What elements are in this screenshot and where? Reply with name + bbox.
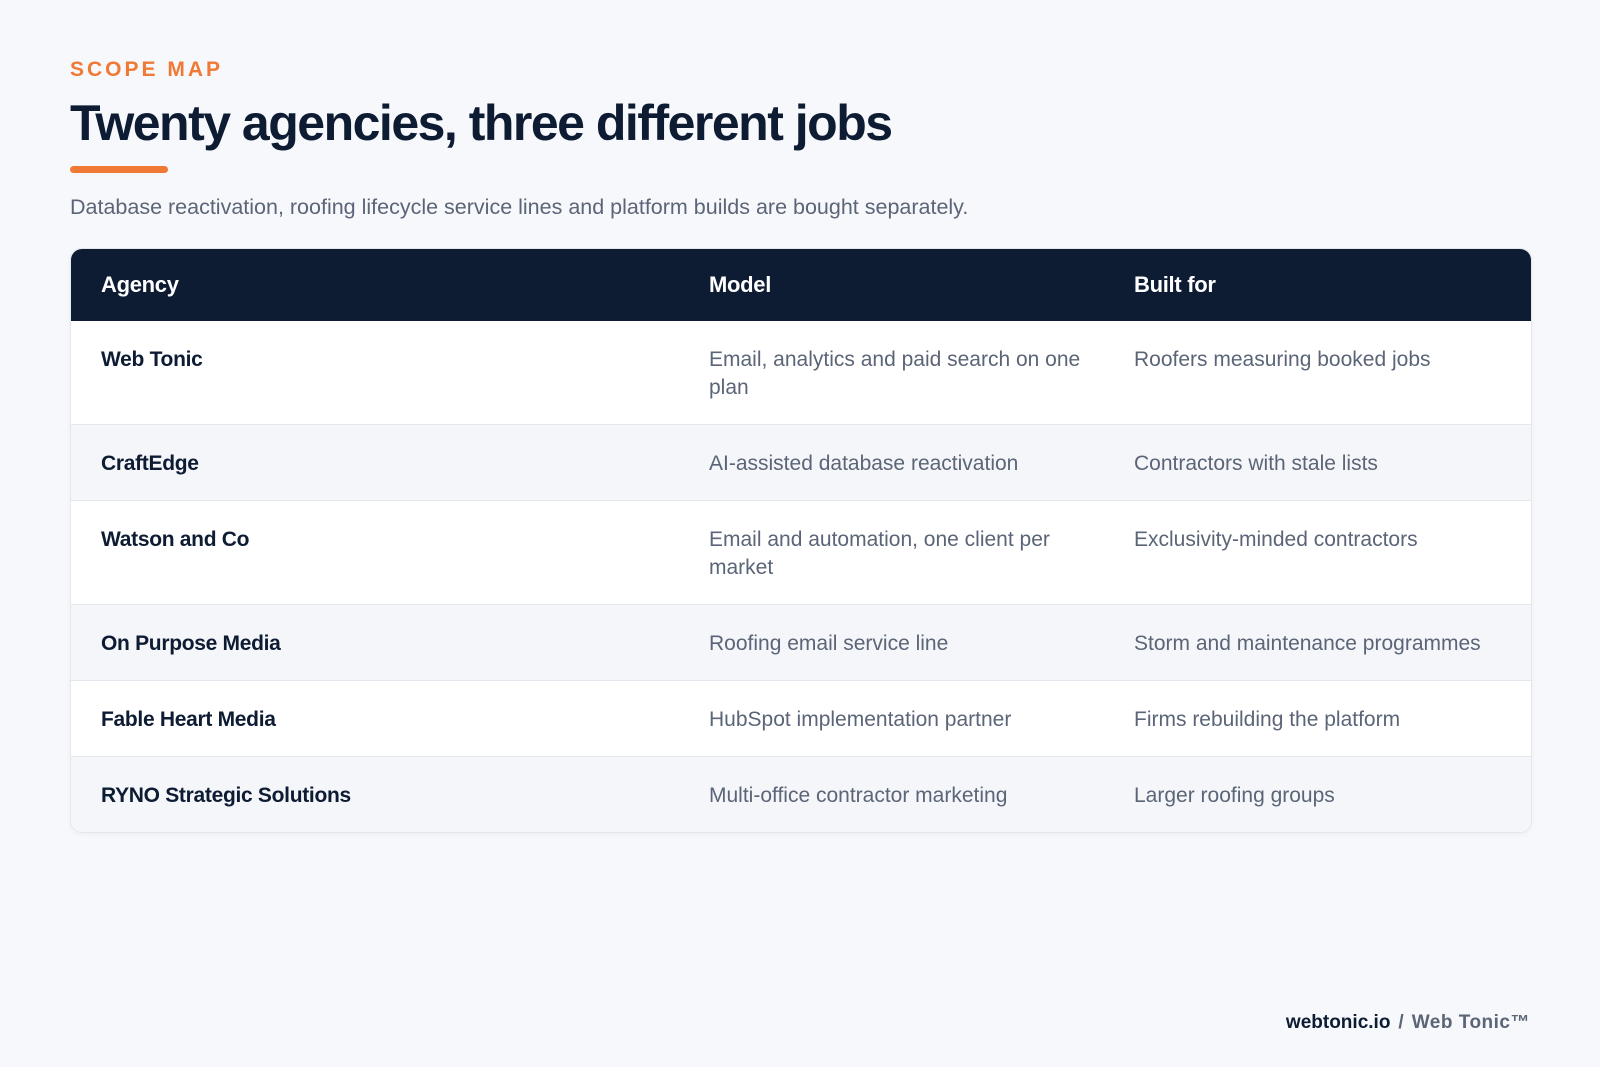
page-subtitle: Database reactivation, roofing lifecycle…: [70, 195, 969, 219]
slide: SCOPE MAP Twenty agencies, three differe…: [70, 0, 1532, 1067]
scope-table-card: Agency Model Built for Web Tonic Email, …: [70, 248, 1532, 833]
built-for-cell: Exclusivity-minded contractors: [1104, 500, 1531, 605]
built-for-cell: Contractors with stale lists: [1104, 424, 1531, 501]
model-cell: AI-assisted database reactivation: [679, 424, 1104, 501]
title-accent-bar: [70, 166, 168, 173]
model-cell: Roofing email service line: [679, 604, 1104, 681]
column-header-model: Model: [679, 249, 1104, 321]
model-cell: Email, analytics and paid search on one …: [709, 348, 1081, 399]
agency-cell: RYNO Strategic Solutions: [71, 756, 679, 832]
agency-cell: On Purpose Media: [71, 604, 679, 681]
table-header-row: Agency Model Built for: [71, 249, 1531, 321]
footer-brand: Web Tonic™: [1411, 1012, 1530, 1033]
footer: webtonic.io / Web Tonic™: [1286, 1012, 1530, 1034]
model-cell: HubSpot implementation partner: [679, 680, 1104, 757]
agency-cell: Fable Heart Media: [71, 680, 679, 757]
model-cell: Multi-office contractor marketing: [679, 756, 1104, 832]
built-for-cell: Storm and maintenance programmes: [1104, 604, 1531, 681]
built-for-cell: Firms rebuilding the platform: [1104, 680, 1531, 757]
agency-cell: Watson and Co: [71, 500, 679, 605]
table-row: Watson and Co Email and automation, one …: [71, 500, 1531, 605]
table-header: Agency Model Built for: [71, 249, 1531, 321]
column-header-agency: Agency: [71, 249, 679, 321]
table-row: On Purpose Media Roofing email service l…: [71, 604, 1531, 681]
page-title: Twenty agencies, three different jobs: [70, 95, 893, 151]
table-body: Web Tonic Email, analytics and paid sear…: [71, 321, 1531, 832]
built-for-cell: Larger roofing groups: [1104, 756, 1531, 832]
footer-domain: webtonic.io: [1285, 1012, 1391, 1033]
agency-cell: CraftEdge: [71, 424, 679, 501]
agency-cell: Web Tonic: [101, 348, 203, 371]
eyebrow-label: SCOPE MAP: [70, 58, 224, 81]
table-row: RYNO Strategic Solutions Multi-office co…: [71, 756, 1531, 832]
built-for-cell: Roofers measuring booked jobs: [1134, 348, 1431, 371]
footer-separator: /: [1398, 1012, 1404, 1033]
table-row: Fable Heart Media HubSpot implementation…: [71, 680, 1531, 757]
table-row: CraftEdge AI-assisted database reactivat…: [71, 424, 1531, 501]
column-header-built-for: Built for: [1104, 249, 1531, 321]
scope-table: Agency Model Built for Web Tonic Email, …: [71, 249, 1531, 832]
model-cell: Email and automation, one client per mar…: [679, 500, 1104, 605]
table-row: Web Tonic Email, analytics and paid sear…: [71, 321, 1531, 425]
